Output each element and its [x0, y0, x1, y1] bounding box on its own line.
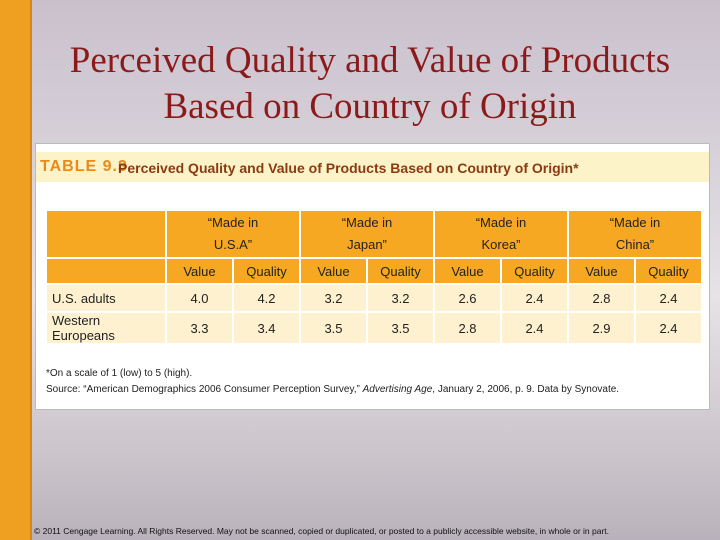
- table-cell: 2.4: [500, 311, 569, 345]
- table-cell: 3.2: [299, 283, 368, 313]
- table-cell: Quality: [500, 257, 569, 285]
- table-cell: Value: [299, 257, 368, 285]
- table-cell: 2.6: [433, 283, 502, 313]
- table-cell: 4.2: [232, 283, 301, 313]
- table-cell: 2.4: [634, 311, 703, 345]
- table-cell: 4.0: [165, 283, 234, 313]
- table-cell: 3.5: [299, 311, 368, 345]
- table-caption: Perceived Quality and Value of Products …: [118, 160, 579, 176]
- table-cell: [45, 209, 167, 259]
- table-cell: Value: [433, 257, 502, 285]
- table-cell: 2.8: [433, 311, 502, 345]
- table-cell: 2.4: [500, 283, 569, 313]
- table-cell: U.S. adults: [45, 283, 167, 313]
- data-row: Western Europeans 3.3 3.4 3.5 3.5 2.8 2.4 2.9 2.…: [45, 311, 703, 345]
- table-cell: Value: [165, 257, 234, 285]
- source-note: Source: “American Demographics 2006 Cons…: [46, 382, 619, 398]
- data-table: “Made in U.S.A” “Made in Japan” “Made in K…: [45, 209, 703, 345]
- table-cell: 2.9: [567, 311, 636, 345]
- table-header: TABLE 9.3 Perceived Quality and Value of…: [36, 152, 709, 182]
- table-cell: 3.3: [165, 311, 234, 345]
- table-cell: [45, 257, 167, 285]
- slide-title: Perceived Quality and Value of Products …: [69, 40, 671, 127]
- table-cell: 3.5: [366, 311, 435, 345]
- source-text: Source: “American Demographics 2006 Cons…: [46, 384, 363, 395]
- table-cell: “Made in Japan”: [299, 209, 435, 259]
- scale-note: *On a scale of 1 (low) to 5 (high).: [46, 368, 193, 379]
- table-notes: *On a scale of 1 (low) to 5 (high). Sour…: [46, 366, 619, 398]
- group-header-row: “Made in U.S.A” “Made in Japan” “Made in K…: [45, 209, 703, 259]
- copyright: © 2011 Cengage Learning. All Rights Rese…: [34, 526, 609, 536]
- table-cell: “Made in Korea”: [433, 209, 569, 259]
- source-text: , January 2, 2006, p. 9. Data by Synovat…: [432, 384, 620, 395]
- table-cell: Quality: [232, 257, 301, 285]
- data-row: U.S. adults 4.0 4.2 3.2 3.2 2.6 2.4 2.8 2.4: [45, 283, 703, 313]
- source-publication: Advertising Age: [362, 384, 433, 395]
- table-cell: “Made in U.S.A”: [165, 209, 301, 259]
- table-cell: Value: [567, 257, 636, 285]
- table-panel: TABLE 9.3 Perceived Quality and Value of…: [35, 143, 710, 410]
- table-cell: Quality: [366, 257, 435, 285]
- table-cell: 2.8: [567, 283, 636, 313]
- table-cell: 3.2: [366, 283, 435, 313]
- table-cell: “Made in China”: [567, 209, 703, 259]
- table-cell: 2.4: [634, 283, 703, 313]
- table-label: TABLE 9.3: [40, 158, 128, 175]
- column-header-row: Value Quality Value Quality Value Quality Valu…: [45, 257, 703, 285]
- accent-bar: [0, 0, 32, 540]
- table-cell: Quality: [634, 257, 703, 285]
- table-cell: Western Europeans: [45, 311, 167, 345]
- table-cell: 3.4: [232, 311, 301, 345]
